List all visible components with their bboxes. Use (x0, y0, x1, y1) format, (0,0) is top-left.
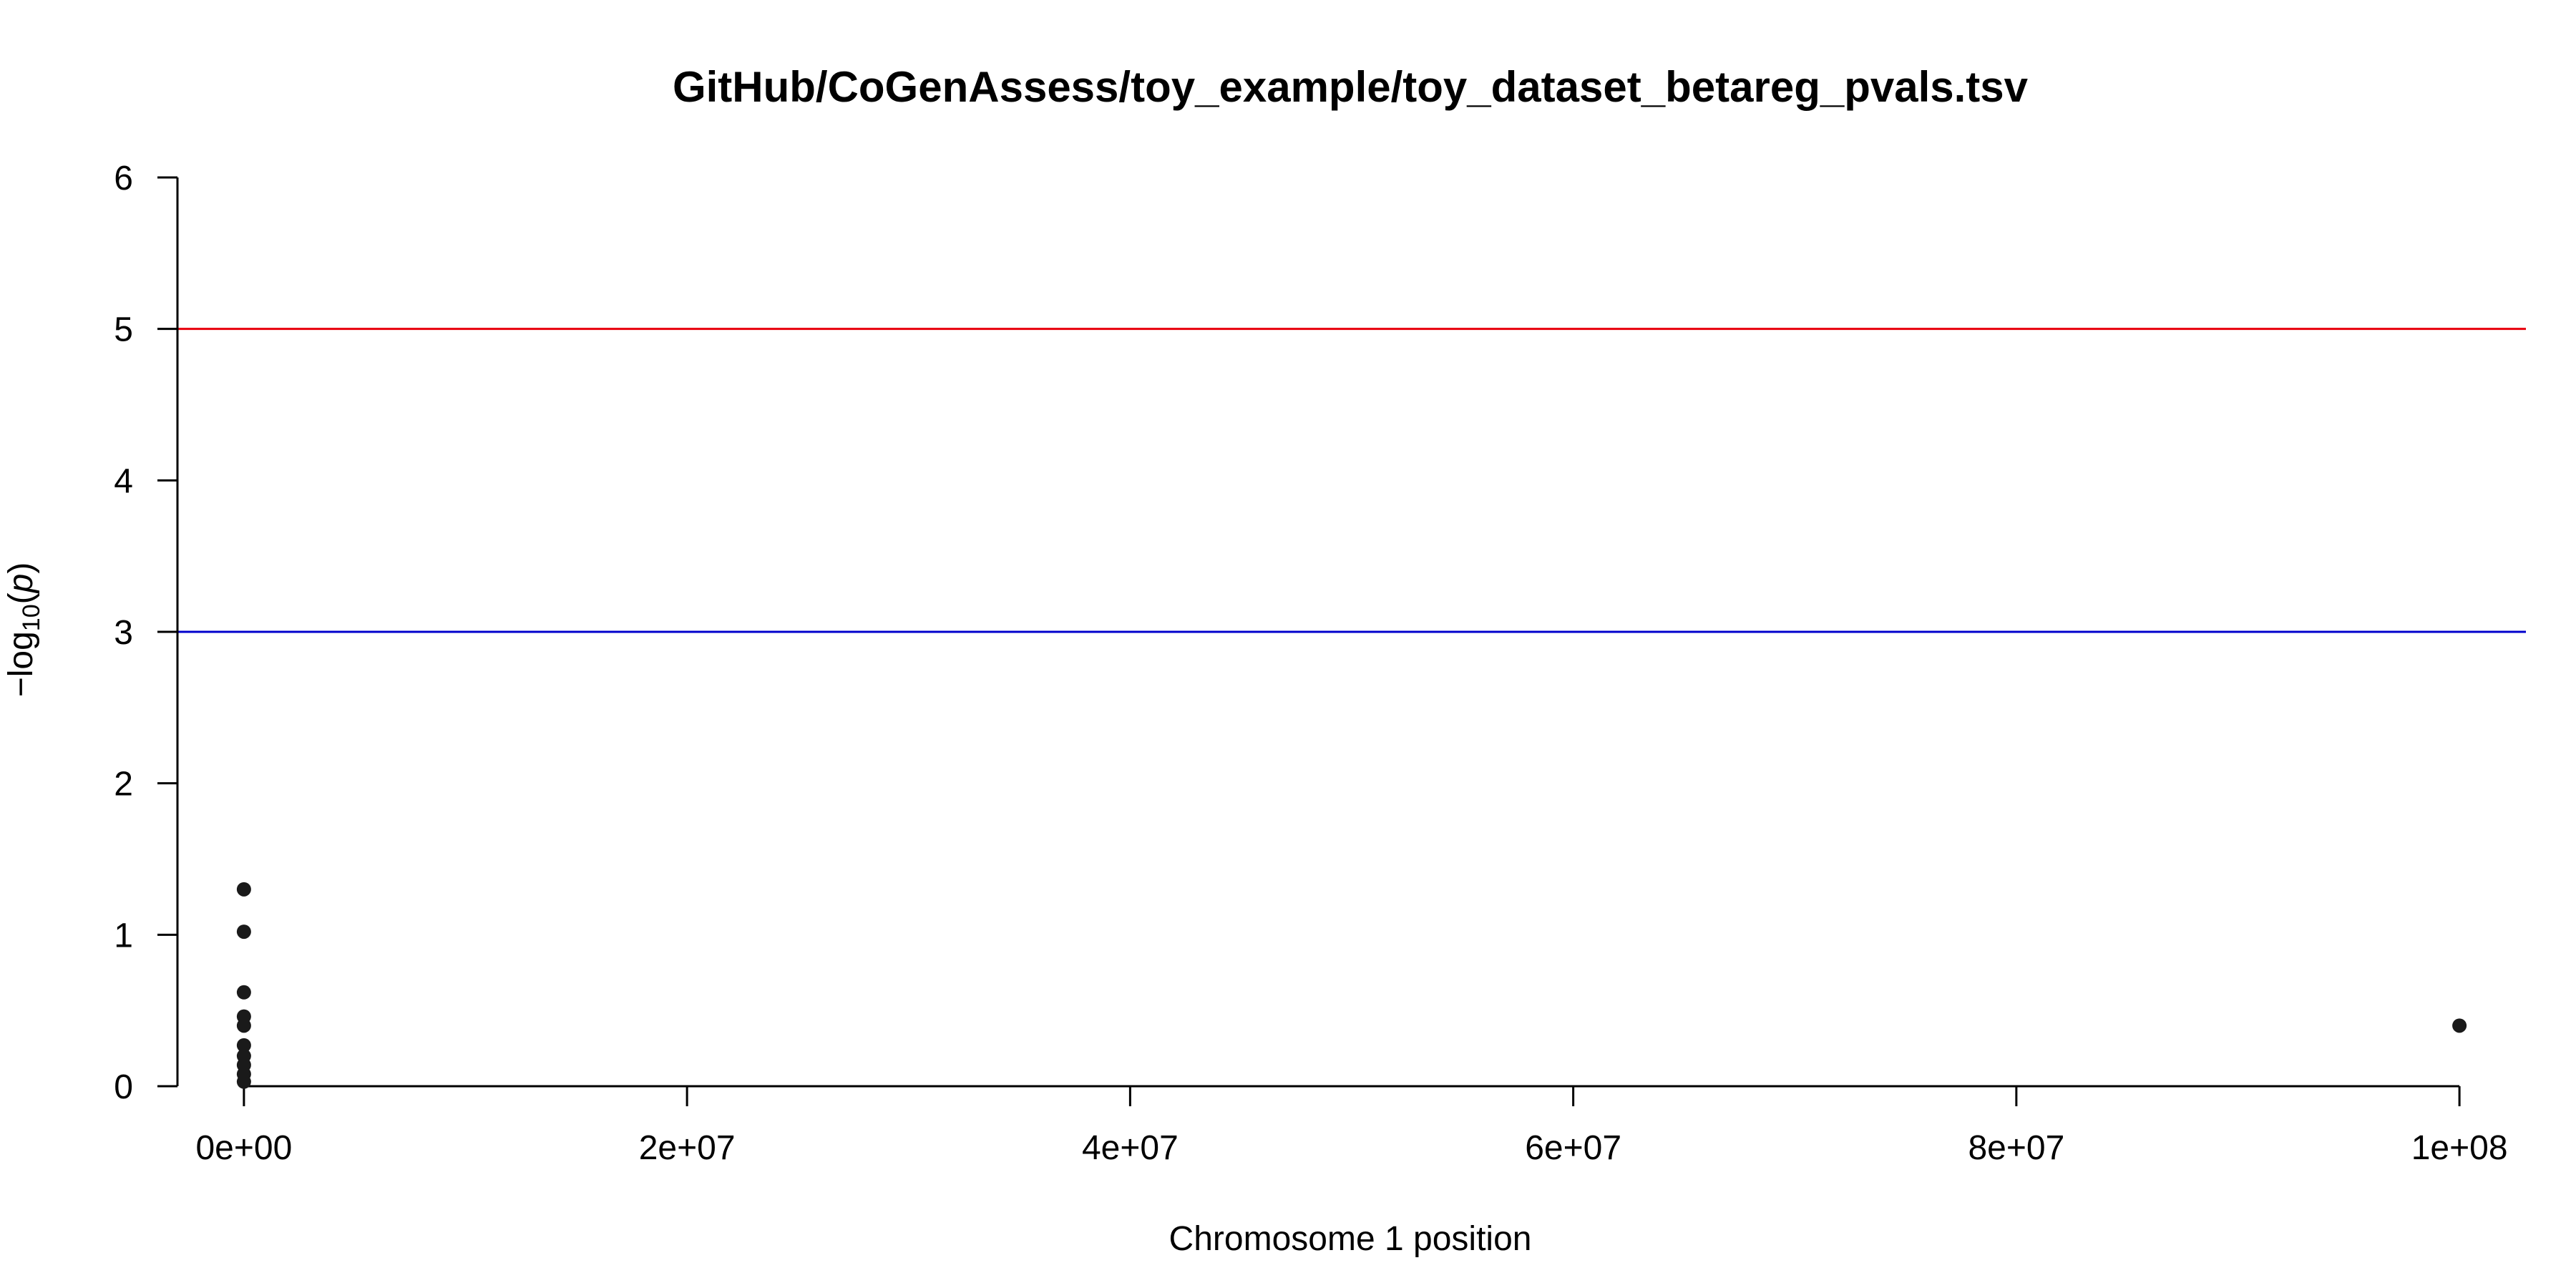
y-tick-label: 6 (114, 160, 133, 197)
data-point (2452, 1018, 2467, 1033)
data-point (236, 1074, 251, 1089)
data-point (236, 1038, 251, 1053)
y-axis-label-close-paren: ) (2, 562, 40, 574)
y-axis-label: −log10(p) (2, 562, 45, 698)
y-tick-label: 5 (114, 311, 133, 349)
y-tick-label: 1 (114, 917, 133, 955)
y-tick-label: 3 (114, 614, 133, 652)
y-tick-label: 0 (114, 1068, 133, 1106)
x-tick-label: 0e+00 (195, 1129, 292, 1167)
y-tick-label: 2 (114, 766, 133, 804)
data-point (236, 985, 251, 1000)
y-axis-label-open-paren: ( (2, 592, 40, 604)
y-axis-ticks: 0 1 2 3 4 5 6 (114, 160, 177, 1106)
y-tick-label: 4 (114, 462, 133, 500)
data-point (236, 882, 251, 897)
x-tick-label: 6e+07 (1525, 1129, 1621, 1167)
data-point (236, 924, 251, 940)
chart-title: GitHub/CoGenAssess/toy_example/toy_datas… (673, 63, 2029, 111)
data-points (236, 882, 2467, 1089)
reference-lines (177, 328, 2526, 633)
x-tick-label: 2e+07 (639, 1129, 736, 1167)
x-axis-label: Chromosome 1 position (1169, 1220, 1532, 1258)
data-point (236, 1018, 251, 1033)
x-axis-ticks: 0e+00 2e+07 4e+07 6e+07 8e+07 1e+08 (195, 1086, 2508, 1167)
x-tick-label: 1e+08 (2411, 1129, 2508, 1167)
x-tick-label: 4e+07 (1082, 1129, 1179, 1167)
y-axis-label-prefix: −log (2, 631, 40, 697)
y-axis-label-variable: p (2, 574, 40, 595)
y-axis-label-subscript: 10 (18, 604, 45, 631)
x-tick-label: 8e+07 (1968, 1129, 2064, 1167)
